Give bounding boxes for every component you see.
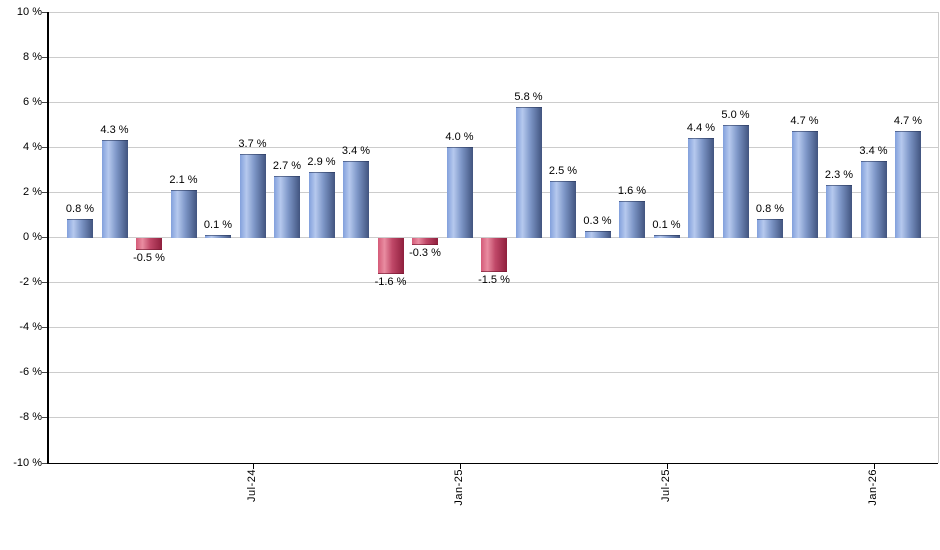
gridline: [49, 12, 938, 13]
bar-22: [826, 185, 852, 239]
bar-value-label: 4.0 %: [445, 131, 474, 144]
bar-12: [481, 238, 507, 273]
bar-16: [619, 201, 645, 239]
gridline: [49, 282, 938, 284]
bar-6: [274, 176, 300, 239]
bar-value-label: 5.0 %: [721, 108, 750, 121]
gridline: [49, 372, 938, 374]
bar-18: [688, 138, 714, 239]
bar-0: [67, 219, 93, 239]
bar-17: [653, 235, 680, 239]
y-axis-tick-label: -6 %: [19, 366, 42, 379]
bar-value-label: 0.8 %: [755, 203, 785, 216]
bar-value-label: 2.9 %: [307, 155, 336, 168]
y-axis-tick-label: -4 %: [19, 321, 42, 334]
x-axis-tick: [252, 463, 254, 469]
y-axis-tick: [42, 462, 47, 464]
bar-value-label: -1.5 %: [478, 274, 510, 286]
bar-value-label: 0.8 %: [65, 203, 95, 216]
x-axis-tick-label: Jan-26: [866, 468, 879, 506]
bar-value-label: -1.6 %: [374, 276, 407, 289]
bar-value-label: 0.1 %: [203, 219, 233, 231]
y-axis-tick-label: 8 %: [23, 51, 42, 63]
bar-value-label: 2.1 %: [169, 173, 198, 186]
bar-14: [550, 180, 576, 239]
bar-value-label: 3.4 %: [341, 144, 371, 157]
bar-23: [860, 160, 887, 239]
y-axis-tick: [42, 102, 47, 104]
bar-value-label: 0.1 %: [652, 219, 681, 231]
x-axis-tick-label: Jul-25: [659, 468, 672, 502]
gridline: [49, 102, 938, 104]
x-axis-tick: [459, 463, 461, 469]
gridline: [49, 237, 938, 239]
y-axis-tick-label: 0 %: [23, 231, 42, 244]
gridline: [49, 57, 938, 58]
bar-value-label: 4.3 %: [100, 124, 129, 137]
y-axis-tick-label: -8 %: [19, 411, 42, 424]
bar-10: [412, 238, 438, 246]
bar-11: [446, 147, 473, 239]
y-axis-tick-label: 4 %: [23, 141, 42, 154]
y-axis-line: [47, 12, 49, 464]
bar-1: [101, 140, 128, 239]
y-axis-tick: [42, 327, 47, 329]
bar-7: [308, 171, 335, 239]
x-axis-line: [47, 462, 938, 464]
bar-value-label: 2.7 %: [272, 160, 302, 173]
bar-value-label: -0.5 %: [133, 251, 165, 264]
bar-value-label: 2.5 %: [548, 164, 578, 177]
y-axis-tick: [42, 282, 47, 284]
bar-value-label: 3.7 %: [238, 137, 267, 150]
bar-value-label: -0.3 %: [409, 247, 441, 259]
bar-value-label: 5.8 %: [514, 90, 543, 103]
bar-value-label: 4.7 %: [893, 115, 923, 128]
y-axis-tick-label: 6 %: [23, 96, 42, 109]
bar-value-label: 4.7 %: [790, 115, 819, 128]
y-axis-tick: [42, 417, 47, 419]
bar-19: [722, 124, 749, 239]
bar-8: [343, 160, 369, 239]
y-axis-tick-label: 10 %: [16, 6, 42, 18]
bar-value-label: 1.6 %: [617, 185, 647, 198]
x-axis-tick: [873, 463, 875, 469]
bar-2: [136, 238, 162, 250]
gridline: [49, 192, 938, 194]
bar-24: [895, 131, 921, 239]
bar-3: [170, 189, 197, 239]
x-axis-tick-label: Jul-24: [245, 468, 258, 502]
gridline: [49, 417, 938, 419]
bar-15: [584, 230, 611, 239]
y-axis-tick-label: -10 %: [13, 456, 42, 469]
y-axis-tick: [42, 237, 47, 239]
bar-value-label: 4.4 %: [686, 122, 716, 135]
bar-13: [515, 106, 542, 239]
bar-5: [239, 153, 266, 239]
gridline: [49, 147, 938, 149]
plot-right-border: [938, 12, 939, 463]
bar-9: [377, 238, 404, 275]
y-axis-tick: [42, 12, 47, 13]
y-axis-tick: [42, 57, 47, 58]
y-axis-tick: [42, 372, 47, 374]
bar-20: [757, 219, 783, 239]
gridline: [49, 327, 938, 329]
bar-value-label: 0.3 %: [583, 214, 612, 227]
x-axis-tick-label: Jan-25: [452, 468, 465, 506]
y-axis-tick-label: 2 %: [23, 186, 42, 199]
bar-21: [791, 131, 818, 239]
y-axis-tick: [42, 192, 47, 194]
bar-4: [205, 235, 231, 239]
bar-value-label: 2.3 %: [824, 169, 854, 182]
x-axis-tick: [666, 463, 668, 469]
y-axis-tick-label: -2 %: [19, 276, 42, 289]
bar-value-label: 3.4 %: [859, 144, 888, 157]
y-axis-tick: [42, 147, 47, 149]
